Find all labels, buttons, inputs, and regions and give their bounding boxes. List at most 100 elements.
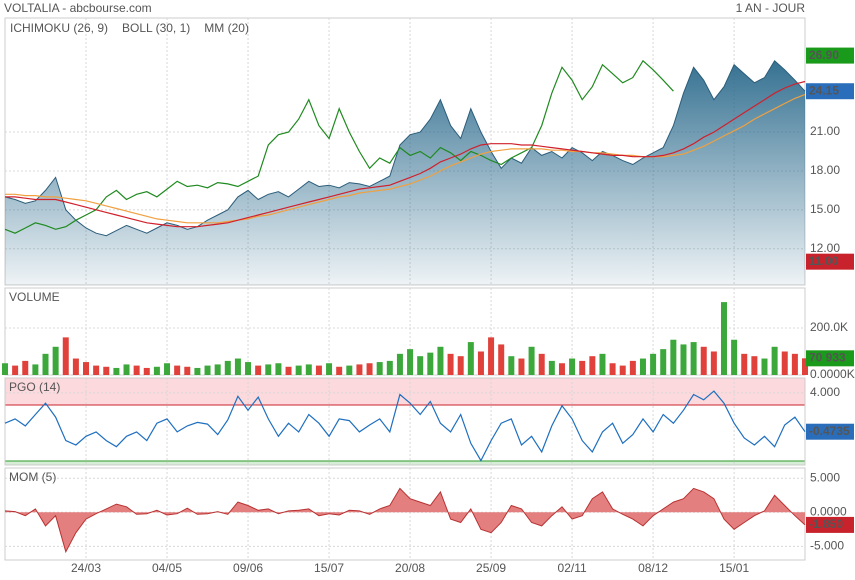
- series-line: [4, 59, 674, 234]
- line: [4, 390, 806, 462]
- legend-entry: ICHIMOKU (26, 9): [10, 21, 108, 35]
- oversold-zone: [5, 461, 805, 465]
- bar: [710, 351, 717, 375]
- y-tick-label: 0.0000: [810, 504, 847, 518]
- y-tick-label: -5.000: [810, 539, 844, 553]
- x-tick-label: 08/12: [638, 561, 668, 575]
- bar: [22, 360, 29, 375]
- bar: [133, 365, 140, 375]
- bar: [12, 365, 19, 375]
- bar: [447, 353, 454, 375]
- bar: [326, 363, 333, 375]
- overbought-zone: [5, 378, 805, 405]
- bar: [791, 353, 798, 375]
- bar: [670, 339, 677, 375]
- bar: [52, 346, 59, 375]
- value-badge: [806, 350, 854, 367]
- bar: [113, 367, 120, 375]
- bar: [528, 346, 535, 375]
- bar: [42, 353, 49, 375]
- bar: [194, 367, 201, 375]
- value-badge-label: 11.00: [809, 254, 839, 268]
- bar: [315, 365, 322, 375]
- value-badge-label: 70 933: [809, 350, 846, 364]
- y-tick-label: 5.000: [810, 470, 840, 484]
- bar: [214, 364, 221, 375]
- bar: [477, 351, 484, 375]
- bar: [518, 358, 525, 375]
- panel-title: VOLUME: [9, 290, 60, 304]
- y-tick-label: 21.00: [810, 124, 840, 138]
- bar: [467, 342, 474, 375]
- bar: [457, 356, 464, 375]
- x-tick-label: 20/08: [395, 561, 425, 575]
- y-tick-label: 0.0000K: [810, 367, 855, 381]
- bar: [781, 351, 788, 375]
- bar: [275, 363, 282, 375]
- bar: [741, 353, 748, 375]
- series-line: [5, 80, 806, 228]
- bar: [650, 353, 657, 375]
- x-tick-label: 09/06: [233, 561, 263, 575]
- bar: [579, 360, 586, 375]
- bar: [164, 363, 171, 375]
- bar: [72, 358, 79, 375]
- area: [5, 60, 805, 285]
- bar: [93, 365, 100, 375]
- area-line: [4, 60, 806, 237]
- x-tick-label: 04/05: [152, 561, 182, 575]
- bar: [619, 365, 626, 375]
- bar: [245, 362, 252, 375]
- x-tick-label: 25/09: [476, 561, 506, 575]
- period: 1 AN - JOUR: [736, 1, 806, 15]
- bar: [204, 365, 211, 375]
- value-badge-label: -0.4735: [809, 424, 850, 438]
- bar: [265, 364, 272, 375]
- x-tick-label: 15/01: [719, 561, 749, 575]
- bar: [103, 366, 110, 375]
- bar: [437, 346, 444, 375]
- bar: [153, 366, 160, 375]
- bar: [488, 337, 495, 375]
- bar: [356, 364, 363, 375]
- bar: [761, 358, 768, 375]
- bar: [386, 360, 393, 375]
- bar: [62, 337, 69, 375]
- bar: [305, 364, 312, 375]
- bar: [346, 365, 353, 375]
- bar: [589, 356, 596, 375]
- x-tick-label: 15/07: [314, 561, 344, 575]
- bar: [680, 344, 687, 375]
- bar: [32, 364, 39, 375]
- bar: [143, 367, 150, 375]
- x-tick-label: 24/03: [71, 561, 101, 575]
- panel-frame: [4, 377, 806, 466]
- bar: [224, 360, 231, 375]
- bar: [508, 356, 515, 375]
- bar: [802, 358, 808, 375]
- value-badge: [806, 516, 854, 533]
- bar: [700, 346, 707, 375]
- x-tick-label: 02/11: [558, 561, 587, 575]
- bar: [569, 358, 576, 375]
- series-line: [5, 93, 806, 224]
- bar: [690, 342, 697, 375]
- bar: [558, 363, 565, 375]
- bar: [123, 364, 130, 375]
- value-badge: [806, 47, 854, 64]
- bar: [234, 358, 241, 375]
- y-tick-label: 18.00: [810, 163, 840, 177]
- y-tick-label: 200.0K: [810, 320, 848, 334]
- bar: [376, 362, 383, 375]
- bar: [427, 352, 434, 375]
- legend-entry: BOLL (30, 1): [122, 21, 190, 35]
- bar: [599, 353, 606, 375]
- y-tick-label: 12.00: [810, 241, 840, 255]
- value-badge: [806, 423, 854, 440]
- bar: [336, 366, 343, 375]
- bar: [751, 356, 758, 375]
- bar: [498, 344, 505, 375]
- y-tick-label: 4.000: [810, 385, 840, 399]
- bar: [396, 353, 403, 375]
